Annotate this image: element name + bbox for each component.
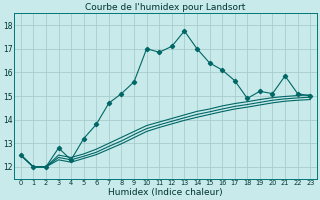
Title: Courbe de l'humidex pour Landsort: Courbe de l'humidex pour Landsort — [85, 3, 246, 12]
X-axis label: Humidex (Indice chaleur): Humidex (Indice chaleur) — [108, 188, 223, 197]
